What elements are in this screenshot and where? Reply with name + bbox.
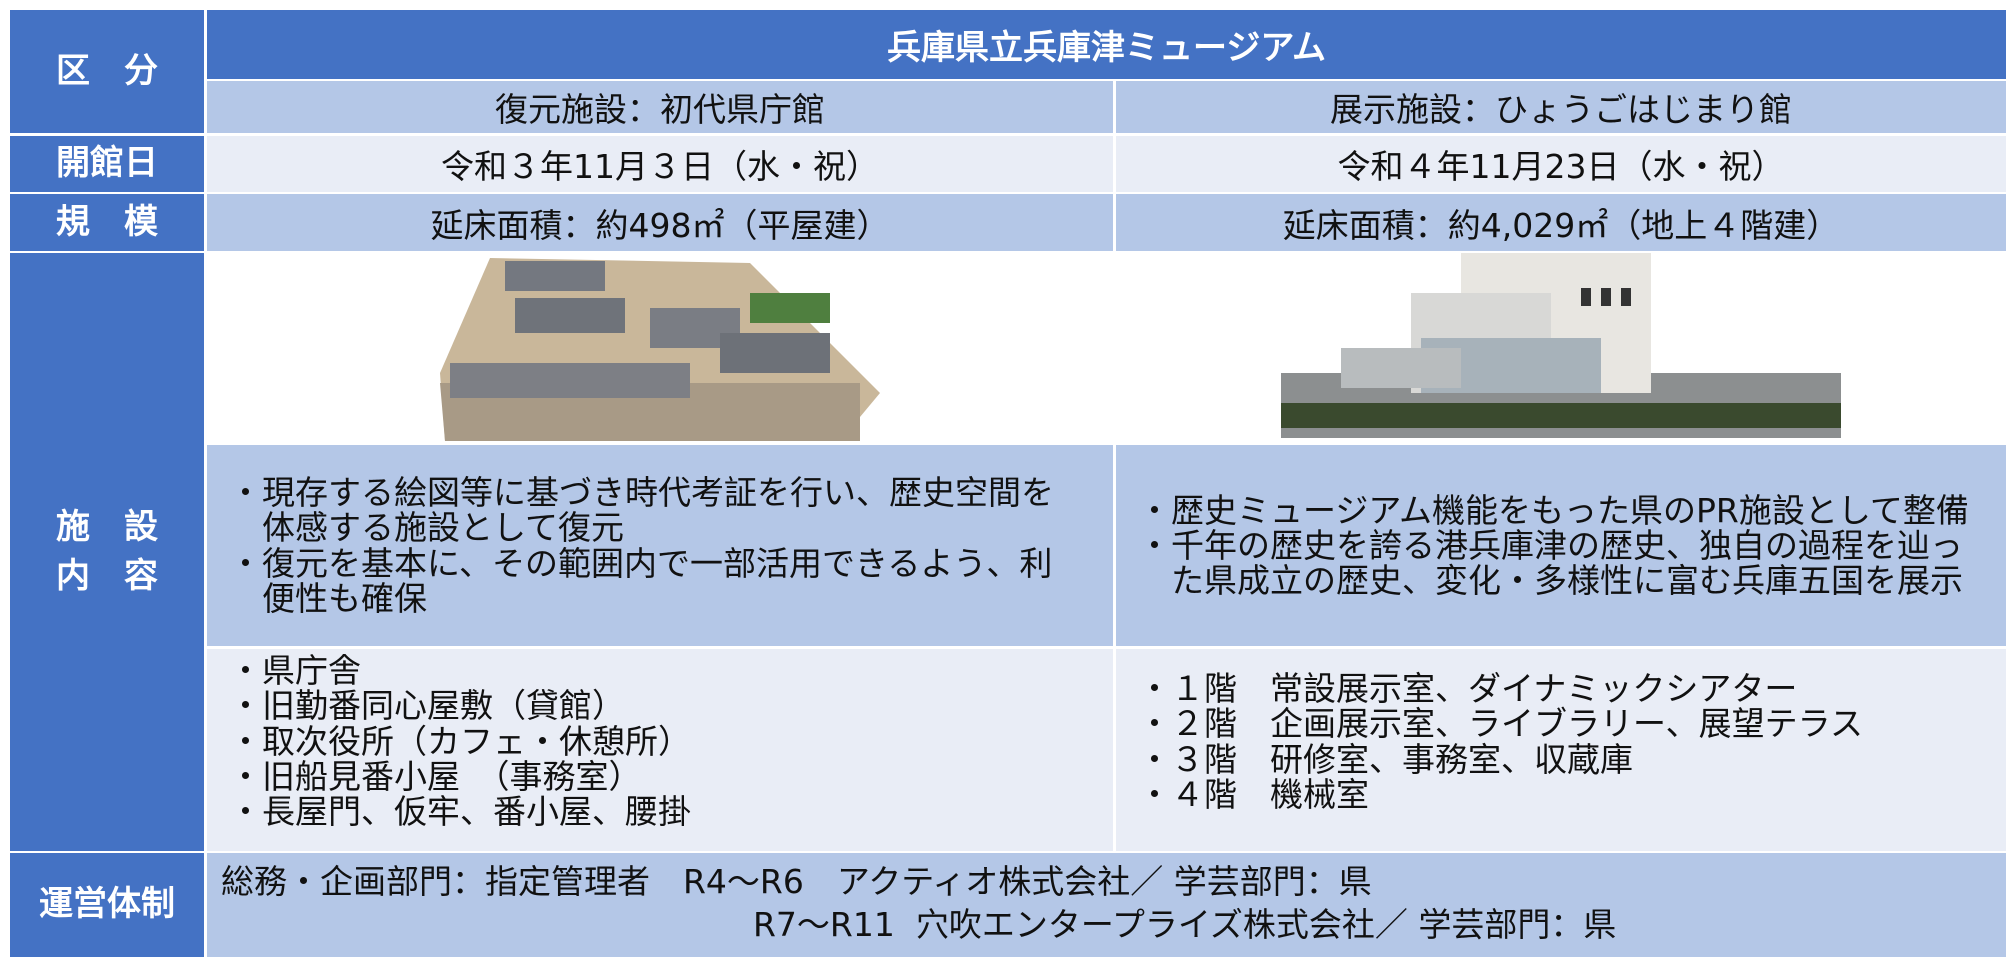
label-cell: 施 設内 容 — [10, 253, 204, 851]
photo-museum — [1281, 253, 1841, 438]
building-cell: ・県庁舎 ・旧勤番同心屋敷（貸館） ・取次役所（カフェ・休憩所） ・旧船見番小屋… — [207, 649, 1113, 851]
bullet: ・１階 常設展示室、ダイナミックシアター — [1138, 669, 1798, 708]
label-cell: 開館日 — [10, 136, 204, 192]
image-cell — [207, 253, 1113, 443]
label: 内 容 — [56, 556, 158, 596]
label-cell: 規 模 — [10, 194, 204, 251]
bullet: ・歴史ミュージアム機能をもった県のPR施設として整備 — [1138, 490, 1969, 530]
label: 運営体制 — [39, 884, 175, 925]
value: 延床面積：約498㎡（平屋建） — [430, 205, 890, 245]
bullet: ・現存する絵図等に基づき時代考証を行い、歴史空間を体感する施設として復元 — [229, 472, 1054, 548]
title-cell: 兵庫県立兵庫津ミュージアム — [207, 10, 2006, 79]
facility-cell: 展示施設：ひょうごはじまり館 — [1116, 81, 2006, 133]
bullet: ・取次役所（カフェ・休憩所） — [229, 721, 691, 761]
bullet: ・県庁舎 — [229, 651, 361, 690]
bullet: ・復元を基本に、その範囲内で一部活用できるよう、利便性も確保 — [229, 543, 1053, 618]
bullet: ・旧船見番小屋 （事務室） — [229, 756, 642, 796]
building-cell: ・１階 常設展示室、ダイナミックシアター ・２階 企画展示室、ライブラリー、展望… — [1116, 649, 2006, 851]
bullet: ・長屋門、仮牢、番小屋、腰掛 — [229, 792, 691, 832]
label: 開館日 — [56, 143, 158, 184]
value: 令和４年11月23日（水・祝） — [1337, 147, 1785, 186]
photo-old-office — [440, 258, 880, 441]
value: 延床面積：約4,029㎡（地上４階建） — [1282, 205, 1840, 245]
description-cell: ・現存する絵図等に基づき時代考証を行い、歴史空間を体感する施設として復元 ・復元… — [207, 445, 1113, 646]
bullet: ・２階 企画展示室、ライブラリー、展望テラス — [1138, 704, 1864, 744]
label: 規 模 — [56, 201, 158, 242]
facility-cell: 復元施設：初代県庁館 — [207, 81, 1113, 133]
value: 令和３年11月３日（水・祝） — [441, 147, 879, 186]
cell: 延床面積：約498㎡（平屋建） — [207, 194, 1113, 251]
description-cell: ・歴史ミュージアム機能をもった県のPR施設として整備 ・千年の歴史を誇る港兵庫津… — [1116, 445, 2006, 646]
bullet: ・旧勤番同心屋敷（貸館） — [229, 686, 625, 726]
label-cell: 運営体制 — [10, 853, 204, 957]
bullet: ・４階 機械室 — [1138, 774, 1369, 814]
image-cell — [1116, 253, 2006, 443]
facility: 展示施設：ひょうごはじまり館 — [1330, 90, 1792, 129]
label-cell: 区 分 — [10, 10, 204, 133]
label: 区 分 — [56, 50, 158, 91]
facility: 復元施設：初代県庁館 — [495, 90, 825, 129]
cell: 令和４年11月23日（水・祝） — [1116, 136, 2006, 192]
label: 施 設 — [56, 506, 158, 547]
bullet: ・３階 研修室、事務室、収蔵庫 — [1138, 739, 1633, 779]
cell: 延床面積：約4,029㎡（地上４階建） — [1116, 194, 2006, 251]
bullet: ・千年の歴史を誇る港兵庫津の歴史、独自の過程を辿った県成立の歴史、変化・多様性に… — [1138, 525, 1963, 601]
management-cell: 総務・企画部門：指定管理者 R4～R6 アクティオ株式会社／ 学芸部門：県 R7… — [207, 853, 2006, 957]
title: 兵庫県立兵庫津ミュージアム — [887, 28, 1326, 68]
management-line: 総務・企画部門：指定管理者 R4～R6 アクティオ株式会社／ 学芸部門：県 — [221, 862, 1372, 901]
management-line: R7～R11 穴吹エンタープライズ株式会社／ 学芸部門：県 — [753, 904, 1617, 944]
cell: 令和３年11月３日（水・祝） — [207, 136, 1113, 192]
